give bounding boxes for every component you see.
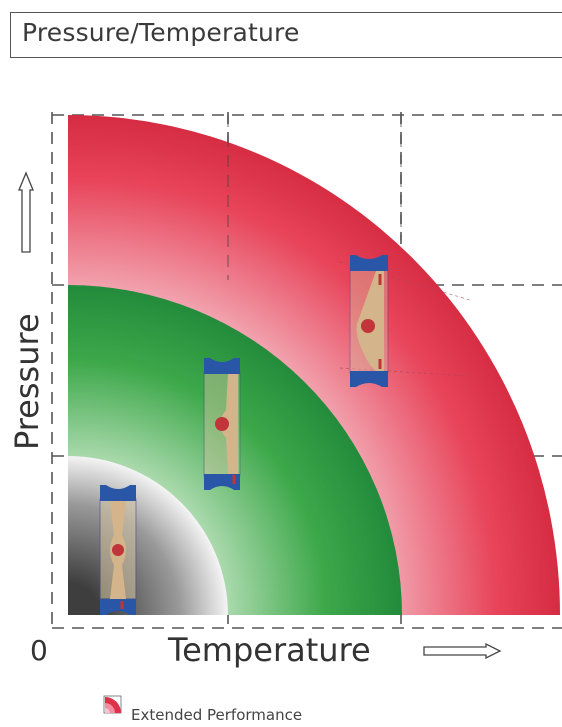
- legend-swatch-extended: [103, 695, 122, 714]
- temperature-arrow-icon: [423, 642, 502, 660]
- seal-icon-mid: [203, 358, 241, 490]
- legend-label-extended: Extended Performance: [131, 706, 303, 724]
- origin-label: 0: [30, 634, 48, 667]
- title-box: [10, 12, 562, 58]
- seal-icon-standard: [99, 485, 137, 615]
- x-axis-label: Temperature: [168, 631, 371, 669]
- y-axis-label: Pressure: [8, 313, 46, 450]
- diagram-title: Pressure/Temperature: [22, 18, 300, 47]
- seal-icon-extended: [349, 255, 389, 387]
- pressure-arrow-icon: [18, 171, 34, 253]
